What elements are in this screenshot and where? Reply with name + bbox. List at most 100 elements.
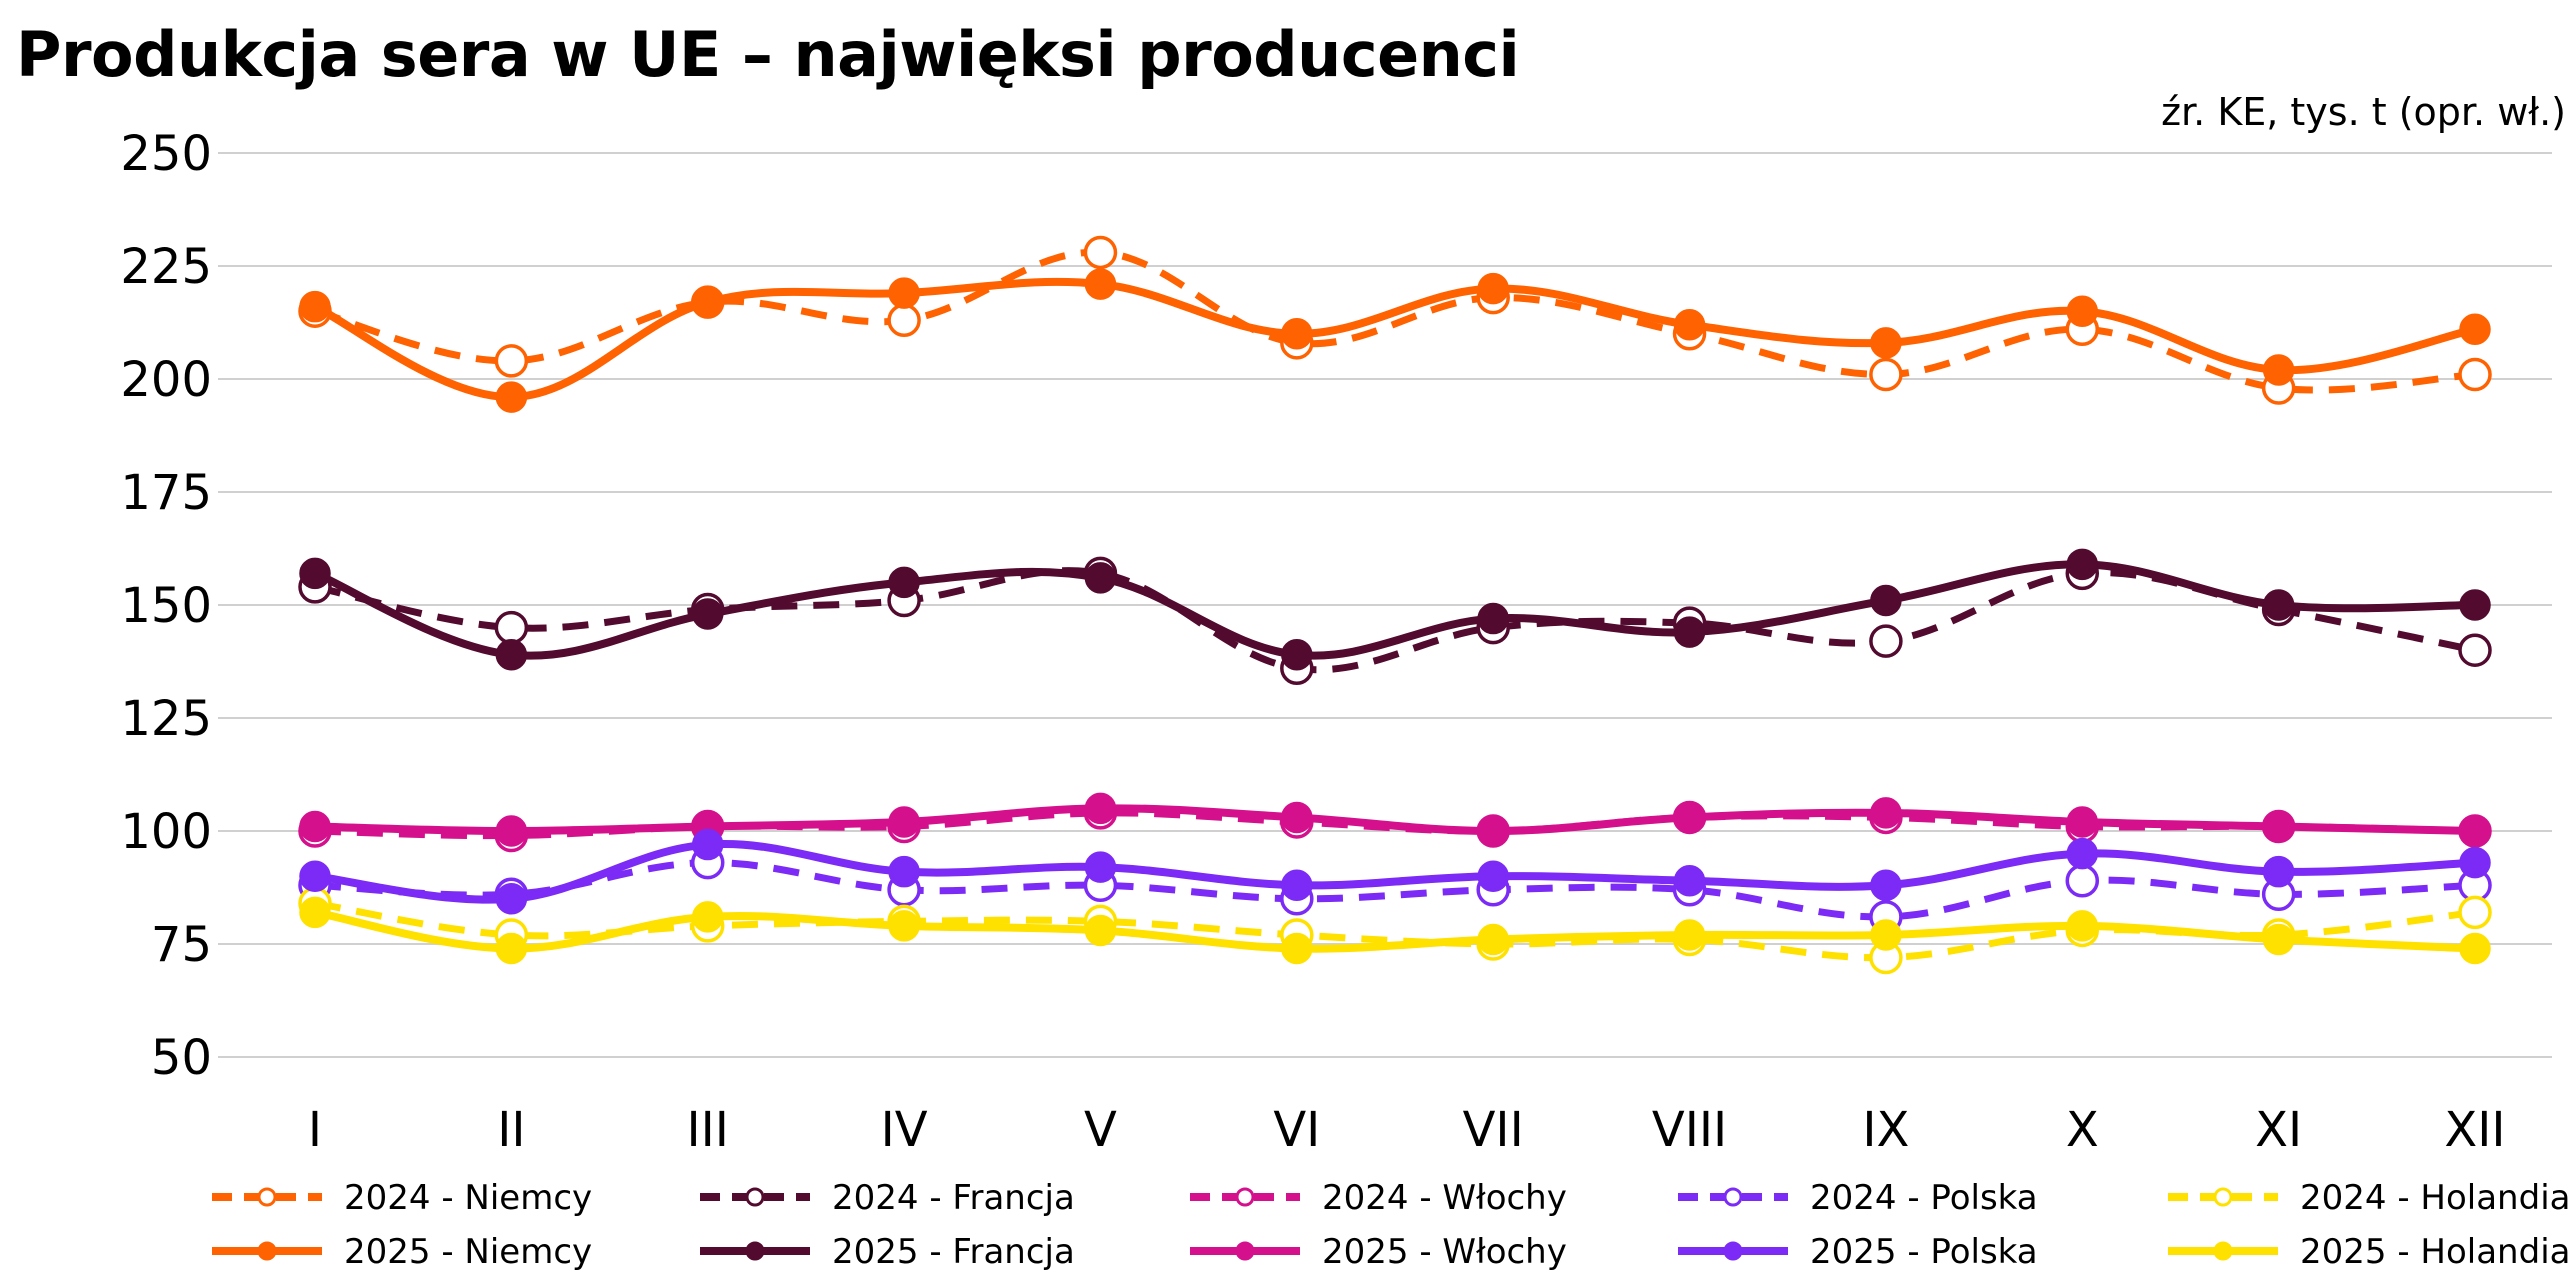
legend-item: 2025 - Polska xyxy=(1678,1232,2038,1272)
data-point xyxy=(2262,589,2295,621)
data-point xyxy=(1477,923,1509,956)
data-point xyxy=(1084,792,1117,825)
legend-label: 2024 - Niemcy xyxy=(344,1178,592,1218)
data-point xyxy=(1281,638,1313,671)
data-point xyxy=(1084,851,1117,883)
x-tick-label: VII xyxy=(1463,1102,1524,1158)
data-point xyxy=(691,901,724,933)
data-point xyxy=(2066,548,2099,581)
data-point xyxy=(888,806,920,838)
legend-label: 2024 - Włochy xyxy=(1322,1178,1567,1218)
legend-item: 2024 - Holandia xyxy=(2168,1178,2570,1218)
data-point xyxy=(299,896,331,929)
data-point xyxy=(887,303,921,337)
legend-label: 2024 - Holandia xyxy=(2300,1178,2570,1218)
data-point xyxy=(1281,318,1313,350)
data-point xyxy=(1477,602,1509,635)
data-point xyxy=(2066,806,2099,838)
y-tick-label: 75 xyxy=(151,917,212,973)
legend-item: 2024 - Niemcy xyxy=(212,1178,592,1218)
x-tick-label: III xyxy=(686,1102,728,1158)
x-axis-ticks: I II III IV V VI VII VIII IX X XI XII xyxy=(308,1102,2506,1158)
data-point xyxy=(2459,815,2491,847)
data-point xyxy=(299,810,331,843)
series-markers xyxy=(298,235,2492,975)
legend-swatch-marker xyxy=(2213,1241,2233,1261)
data-point xyxy=(2458,633,2492,667)
data-point xyxy=(1477,860,1509,892)
data-point xyxy=(495,381,528,413)
legend-item: 2024 - Włochy xyxy=(1190,1178,1567,1218)
legend-label: 2025 - Polska xyxy=(1810,1232,2038,1272)
data-point xyxy=(888,566,920,599)
legend-item: 2025 - Francja xyxy=(700,1232,1075,1272)
series-lines xyxy=(313,248,2476,962)
data-point xyxy=(494,344,529,378)
legend-item: 2025 - Niemcy xyxy=(212,1232,592,1272)
data-point xyxy=(691,286,724,318)
data-point xyxy=(1673,864,1706,897)
data-point xyxy=(888,277,920,309)
data-point xyxy=(2262,923,2295,956)
legend-item: 2024 - Polska xyxy=(1678,1178,2038,1218)
data-point xyxy=(1281,932,1313,965)
legend-swatch-marker xyxy=(257,1187,277,1207)
data-point xyxy=(1281,801,1313,834)
y-tick-label: 100 xyxy=(120,804,212,860)
legend-item: 2025 - Holandia xyxy=(2168,1232,2570,1272)
data-point xyxy=(691,828,724,861)
data-point xyxy=(1084,914,1117,947)
x-tick-label: VIII xyxy=(1652,1102,1727,1158)
data-point xyxy=(2459,313,2491,346)
legend-swatch-marker xyxy=(1235,1187,1255,1207)
y-tick-label: 250 xyxy=(120,126,212,182)
legend-item: 2024 - Francja xyxy=(700,1178,1075,1218)
series-line-8 xyxy=(314,840,2476,904)
legend-swatch-marker xyxy=(257,1241,277,1261)
data-point xyxy=(495,932,528,965)
data-point xyxy=(1870,869,1902,901)
series-line-9 xyxy=(314,908,2476,953)
data-point xyxy=(2458,895,2492,930)
series-line-6 xyxy=(313,560,2476,660)
data-point xyxy=(2066,295,2099,327)
chart-source-note: źr. KE, tys. t (opr. wł.) xyxy=(2161,90,2566,134)
series-line-3 xyxy=(314,859,2476,921)
x-tick-label: IV xyxy=(881,1102,928,1158)
data-point xyxy=(691,598,724,630)
x-tick-label: V xyxy=(1084,1102,1117,1158)
legend-swatch-marker xyxy=(2213,1187,2233,1207)
data-point xyxy=(1869,624,1903,658)
data-point xyxy=(2459,932,2491,965)
y-tick-label: 150 xyxy=(120,578,212,634)
legend-label: 2025 - Holandia xyxy=(2300,1232,2570,1272)
data-point xyxy=(1673,919,1706,951)
data-point xyxy=(888,855,920,888)
data-point xyxy=(1477,815,1509,847)
data-point xyxy=(2066,837,2099,870)
data-point xyxy=(2262,855,2295,888)
legend-label: 2024 - Francja xyxy=(832,1178,1075,1218)
legend-swatch-marker xyxy=(745,1187,765,1207)
series-line-0 xyxy=(314,248,2476,394)
data-point xyxy=(1673,309,1706,341)
x-tick-label: XII xyxy=(2444,1102,2505,1158)
data-point xyxy=(1869,357,1903,392)
data-point xyxy=(494,610,529,645)
data-point xyxy=(495,638,528,671)
data-point xyxy=(1673,616,1706,648)
data-point xyxy=(2066,910,2099,942)
y-axis-ticks: 250 225 200 175 150 125 100 75 50 xyxy=(120,126,212,1086)
legend-swatch-marker xyxy=(1723,1187,1743,1207)
y-tick-label: 125 xyxy=(120,691,212,747)
data-point xyxy=(2065,863,2100,898)
data-point xyxy=(299,557,331,590)
data-point xyxy=(2262,354,2295,386)
legend: 2024 - Niemcy 2024 - Francja 2024 - Włochy… xyxy=(212,1178,2570,1272)
x-tick-label: IX xyxy=(1862,1102,1909,1158)
data-point xyxy=(1084,562,1117,594)
y-tick-label: 175 xyxy=(120,465,212,521)
data-point xyxy=(1673,801,1706,834)
data-point xyxy=(1477,272,1509,305)
x-tick-label: II xyxy=(497,1102,525,1158)
